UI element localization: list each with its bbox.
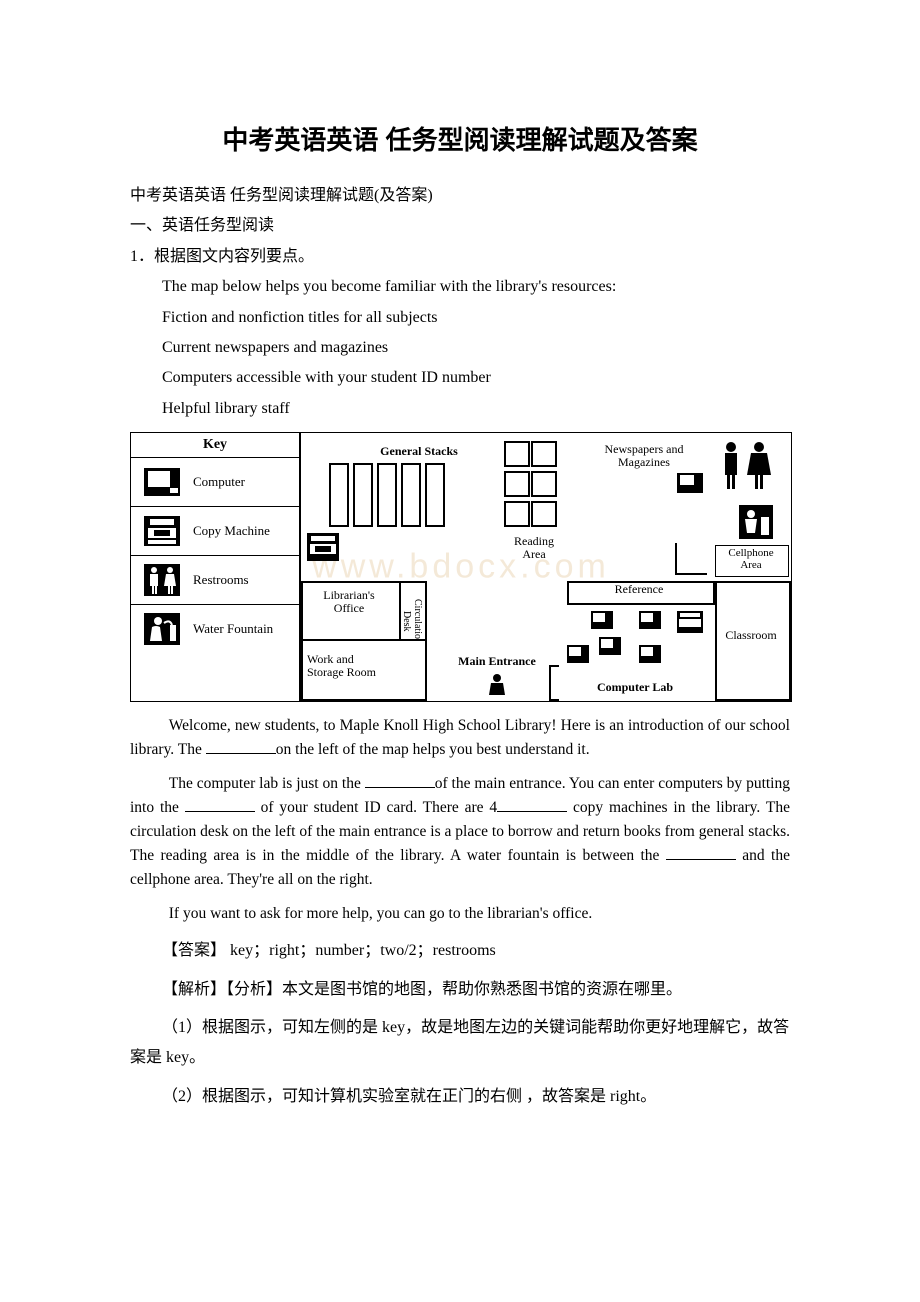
label-work-storage: Work and Storage Room — [307, 653, 417, 679]
restrooms-icon — [717, 439, 777, 493]
passage-p2: The computer lab is just on the of the m… — [130, 772, 790, 892]
computer-icon — [567, 645, 589, 663]
copy-machine-icon — [307, 533, 339, 561]
intro-line: The map below helps you become familiar … — [130, 272, 790, 302]
key-label: Restrooms — [193, 572, 299, 588]
intro-line: Fiction and nonfiction titles for all su… — [130, 303, 790, 333]
label-classroom: Classroom — [717, 629, 785, 642]
analysis-2: （2）根据图示，可知计算机实验室就在正门的右侧 ，故答案是 right。 — [130, 1082, 790, 1112]
key-row-copymachine: Copy Machine — [131, 507, 299, 556]
subtitle: 中考英语英语 任务型阅读理解试题(及答案) — [130, 181, 790, 211]
computer-icon — [639, 611, 661, 629]
restrooms-icon — [137, 560, 187, 600]
label-reference: Reference — [567, 583, 711, 596]
floor-plan: General Stacks Newspapers and Magazines — [299, 433, 791, 701]
library-map: www.bdocx.com Key Computer — [130, 432, 790, 702]
intro-line: Computers accessible with your student I… — [130, 363, 790, 393]
page-title: 中考英语英语 任务型阅读理解试题及答案 — [130, 120, 790, 157]
label-newspapers: Newspapers and Magazines — [589, 443, 699, 469]
answer-line: 【答案】 key；right；number；two/2；restrooms — [130, 936, 790, 966]
computer-icon — [677, 473, 703, 493]
label-cellphone: Cellphone Area — [717, 547, 785, 571]
analysis-intro: 【解析】【分析】本文是图书馆的地图，帮助你熟悉图书馆的资源在哪里。 — [130, 975, 790, 1005]
water-fountain-icon — [137, 609, 187, 649]
copy-machine-icon — [137, 511, 187, 551]
person-icon — [485, 673, 509, 697]
key-header: Key — [131, 433, 299, 458]
key-row-restrooms: Restrooms — [131, 556, 299, 605]
question-stem: 1．根据图文内容列要点。 — [130, 242, 790, 272]
label-reading-area: Reading Area — [499, 535, 569, 561]
key-label: Water Fountain — [193, 621, 299, 637]
label-main-entrance: Main Entrance — [447, 655, 547, 668]
copy-machine-icon — [677, 611, 703, 633]
intro-line: Helpful library staff — [130, 394, 790, 424]
computer-icon — [591, 611, 613, 629]
computer-icon — [639, 645, 661, 663]
computer-icon — [137, 462, 187, 502]
section-heading: 一、英语任务型阅读 — [130, 211, 790, 241]
intro-line: Current newspapers and magazines — [130, 333, 790, 363]
map-key: Key Computer — [131, 433, 301, 701]
key-row-waterfountain: Water Fountain — [131, 605, 299, 653]
key-label: Computer — [193, 474, 299, 490]
water-fountain-icon — [739, 505, 773, 539]
key-row-computer: Computer — [131, 458, 299, 507]
label-general-stacks: General Stacks — [359, 445, 479, 458]
analysis-1: （1）根据图示，可知左侧的是 key，故是地图左边的关键词能帮助你更好地理解它，… — [130, 1013, 790, 1074]
label-librarian: Librarian's Office — [307, 589, 391, 615]
computer-icon — [599, 637, 621, 655]
label-computer-lab: Computer Lab — [585, 681, 685, 694]
passage-p1: Welcome, new students, to Maple Knoll Hi… — [130, 714, 790, 762]
key-label: Copy Machine — [193, 523, 299, 539]
passage-p3: If you want to ask for more help, you ca… — [130, 902, 790, 926]
